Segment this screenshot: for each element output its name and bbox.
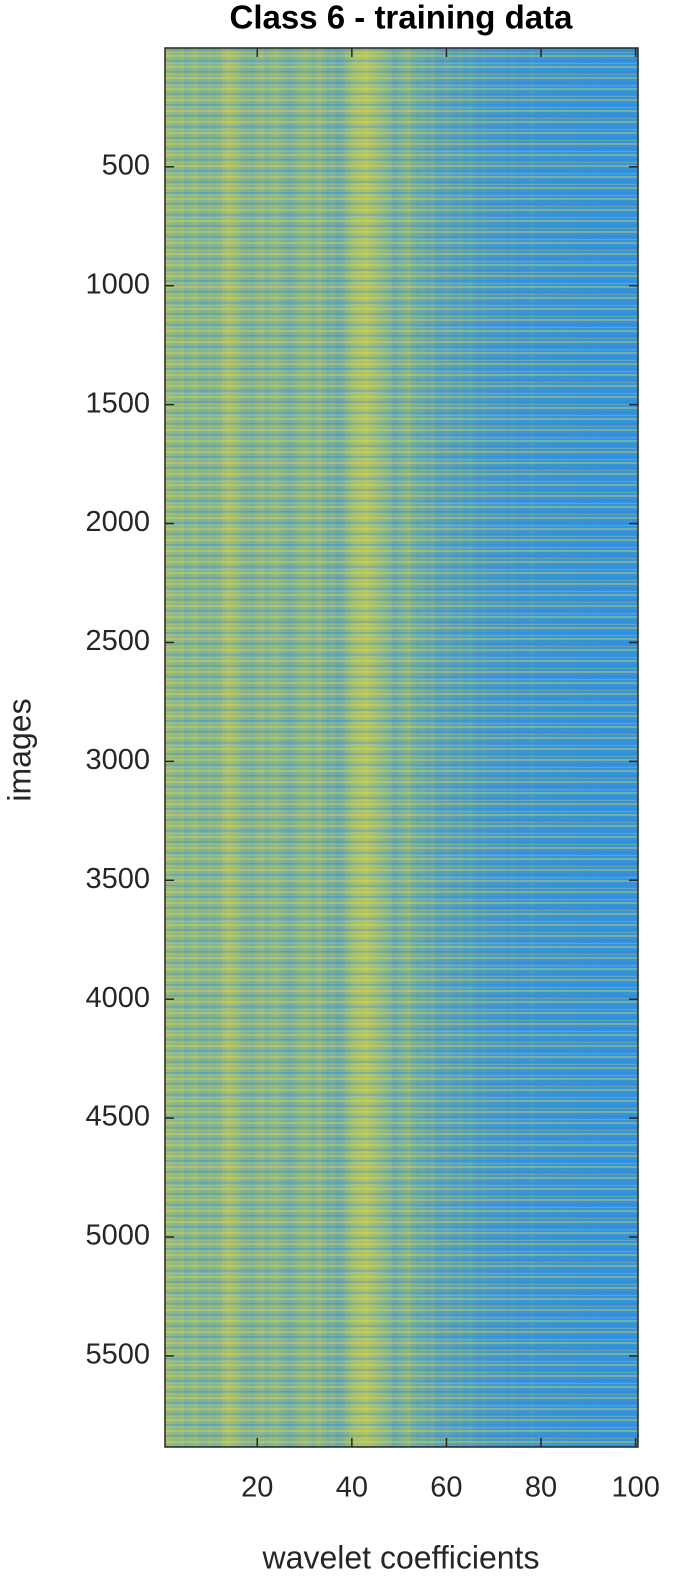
y-tick-label: 3000: [85, 744, 150, 776]
y-tick-label: 2000: [85, 506, 150, 538]
y-tick-label: 3500: [85, 863, 150, 895]
axes-box: [164, 47, 639, 1448]
y-tick-label: 4000: [85, 982, 150, 1014]
texture: [165, 48, 638, 1447]
x-tick-label: 60: [430, 1472, 462, 1504]
y-tick-label: 500: [102, 149, 150, 181]
x-tick-label: 20: [241, 1472, 273, 1504]
x-tick-label: 40: [336, 1472, 368, 1504]
y-tick-label: 2500: [85, 625, 150, 657]
y-tick-label: 1000: [85, 268, 150, 300]
y-tick-label: 5000: [85, 1220, 150, 1252]
y-tick-label: 5500: [85, 1339, 150, 1371]
x-tick-label: 100: [611, 1472, 659, 1504]
y-axis-label: images: [1, 698, 37, 801]
y-tick-label: 4500: [85, 1101, 150, 1133]
chart-title: Class 6 - training data: [230, 0, 574, 36]
x-axis-label: wavelet coefficients: [262, 1539, 540, 1575]
y-tick-label: 1500: [85, 387, 150, 419]
x-tick-label: 80: [525, 1472, 557, 1504]
